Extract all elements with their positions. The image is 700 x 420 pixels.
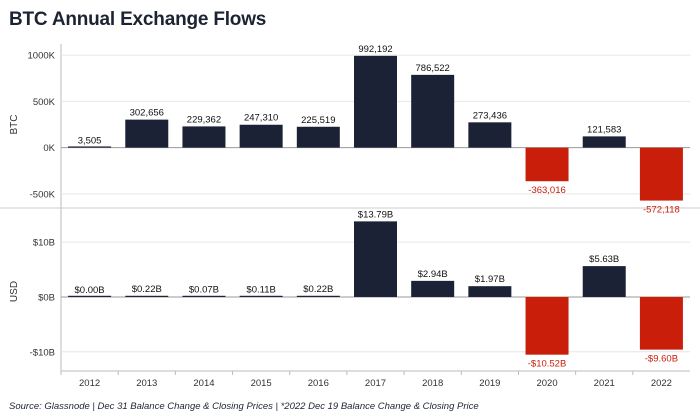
y-tick-label: 1000K xyxy=(28,51,56,62)
data-label-2017: 992,192 xyxy=(358,44,392,55)
x-tick-label: 2022 xyxy=(651,378,672,389)
data-label-2020: -363,016 xyxy=(528,185,566,196)
data-label-2012: 3,505 xyxy=(78,135,102,146)
y-tick-label: 500K xyxy=(33,97,56,108)
bar-2014 xyxy=(182,295,226,297)
y-axis-label: USD xyxy=(9,281,20,302)
y-axis-label: BTC xyxy=(9,115,20,135)
y-tick-label: $0B xyxy=(38,292,55,303)
y-tick-label: -$10B xyxy=(30,347,55,358)
bar-2013 xyxy=(125,295,169,297)
x-tick-label: 2019 xyxy=(479,378,500,389)
data-label-2014: $0.07B xyxy=(189,285,219,296)
data-label-2016: $0.22B xyxy=(303,284,333,295)
x-tick-label: 2015 xyxy=(251,378,272,389)
y-tick-label: -500K xyxy=(30,189,56,200)
data-label-2015: 247,310 xyxy=(244,113,278,124)
bar-2022 xyxy=(639,296,683,350)
bar-2015 xyxy=(239,295,283,297)
data-label-2018: $2.94B xyxy=(418,269,448,280)
bar-2012 xyxy=(68,295,112,297)
bar-2015 xyxy=(239,124,283,148)
bar-2019 xyxy=(468,286,512,297)
x-tick-label: 2017 xyxy=(365,378,386,389)
bar-2014 xyxy=(182,126,226,148)
bar-2019 xyxy=(468,122,512,148)
data-label-2021: 121,583 xyxy=(587,124,621,135)
bar-2020 xyxy=(525,296,569,355)
bar-2013 xyxy=(125,119,169,148)
bar-2020 xyxy=(525,147,569,182)
data-label-2022: -$9.60B xyxy=(645,354,678,365)
bar-2017 xyxy=(354,55,397,148)
data-label-2019: $1.97B xyxy=(475,274,505,285)
bar-2018 xyxy=(411,74,455,148)
data-label-2022: -572,118 xyxy=(643,205,680,216)
data-label-2017: $13.79B xyxy=(358,209,393,220)
data-label-2016: 225,519 xyxy=(301,115,335,126)
y-tick-label: $10B xyxy=(33,238,55,249)
x-tick-label: 2013 xyxy=(136,378,157,389)
x-tick-label: 2012 xyxy=(79,378,100,389)
source-note: Source: Glassnode | Dec 31 Balance Chang… xyxy=(9,401,479,412)
data-label-2012: $0.00B xyxy=(75,285,105,296)
chart-title: BTC Annual Exchange Flows xyxy=(9,9,267,30)
data-label-2019: 273,436 xyxy=(473,110,507,121)
data-label-2018: 786,522 xyxy=(416,63,450,74)
x-tick-label: 2020 xyxy=(536,378,557,389)
data-label-2020: -$10.52B xyxy=(528,359,567,370)
bar-2018 xyxy=(411,280,455,297)
bar-2016 xyxy=(296,126,340,148)
x-tick-label: 2014 xyxy=(193,378,214,389)
data-label-2021: $5.63B xyxy=(589,254,619,265)
x-tick-label: 2021 xyxy=(594,378,615,389)
x-tick-label: 2016 xyxy=(308,378,329,389)
data-label-2013: 302,656 xyxy=(130,108,164,119)
x-tick-label: 2018 xyxy=(422,378,443,389)
bar-2017 xyxy=(354,221,397,297)
bar-2021 xyxy=(582,136,626,148)
bar-2021 xyxy=(582,266,626,297)
data-label-2013: $0.22B xyxy=(132,284,162,295)
bar-2022 xyxy=(639,147,683,201)
y-tick-label: 0K xyxy=(43,143,55,154)
bar-2012 xyxy=(68,146,112,148)
data-label-2014: 229,362 xyxy=(187,114,221,125)
bar-2016 xyxy=(296,295,340,297)
data-label-2015: $0.11B xyxy=(246,284,275,295)
